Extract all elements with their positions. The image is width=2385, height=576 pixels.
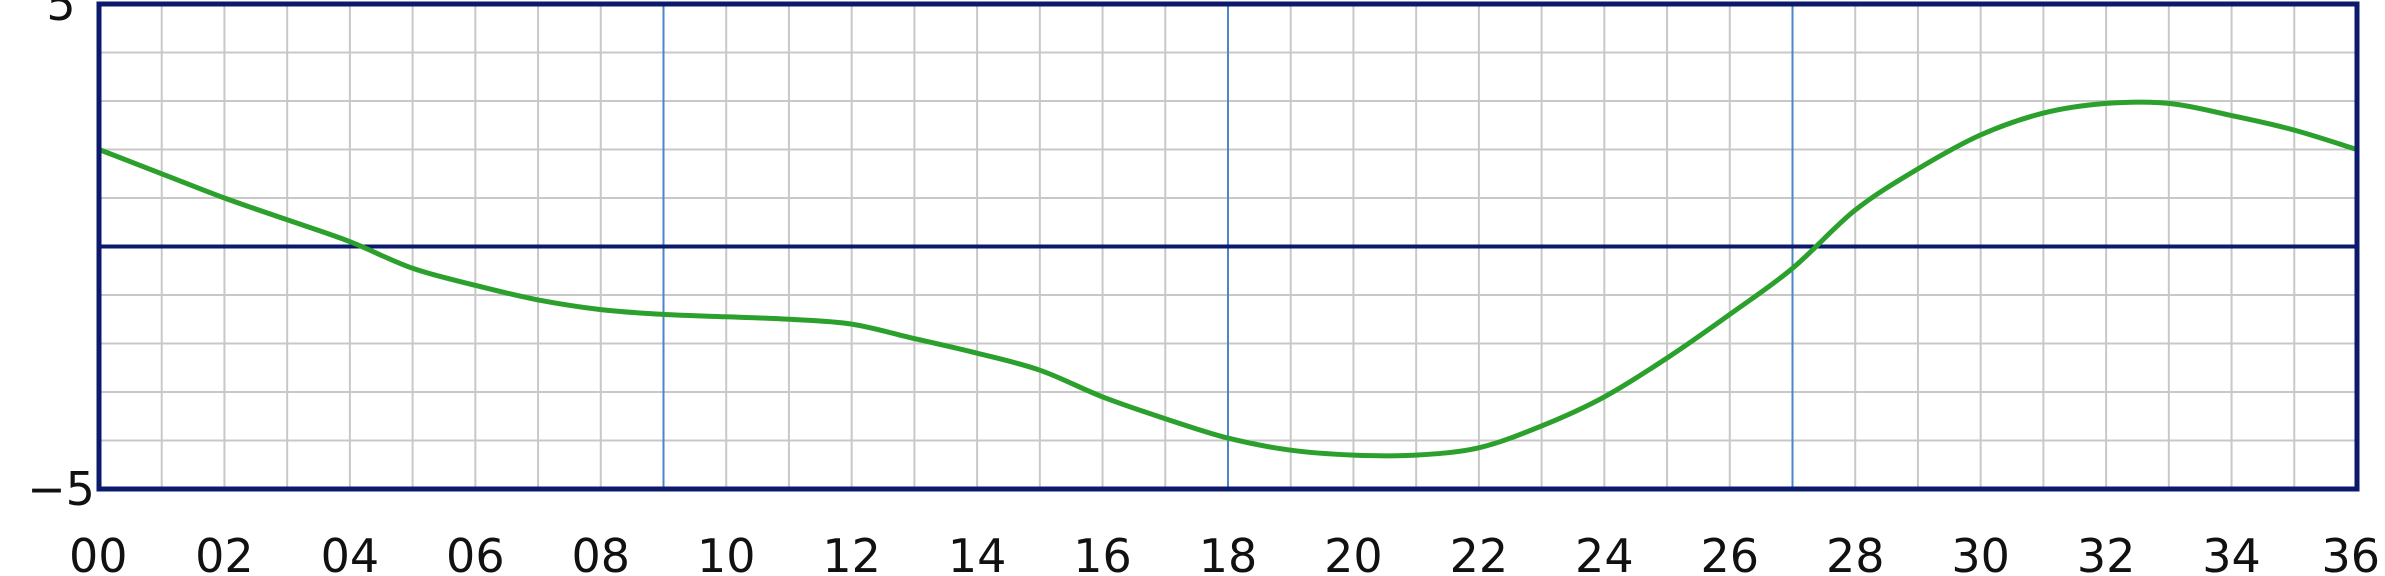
x-tick-label: 02 bbox=[195, 529, 254, 576]
x-tick-label: 06 bbox=[446, 529, 505, 576]
y-tick-labels: 5 −5 bbox=[27, 0, 95, 516]
x-tick-label: 04 bbox=[321, 529, 380, 576]
x-tick-label: 10 bbox=[697, 529, 756, 576]
x-tick-label: 22 bbox=[1450, 529, 1509, 576]
x-tick-label: 26 bbox=[1701, 529, 1760, 576]
x-tick-label: 20 bbox=[1324, 529, 1383, 576]
plot-frame bbox=[96, 1, 2360, 492]
x-tick-label: 34 bbox=[2202, 529, 2261, 576]
x-tick-label: 18 bbox=[1199, 529, 1258, 576]
x-tick-labels: 00 02 04 06 08 10 12 14 16 18 20 22 24 26 28 30 32 34 36 bbox=[69, 529, 2380, 576]
y-tick-label: 5 bbox=[46, 0, 75, 31]
x-tick-label: 16 bbox=[1073, 529, 1132, 576]
x-tick-label: 28 bbox=[1826, 529, 1885, 576]
y-tick-label: −5 bbox=[27, 462, 95, 516]
series-line-1 bbox=[96, 99, 2360, 459]
plot-frame-group bbox=[96, 1, 2360, 492]
x-tick-label: 30 bbox=[1951, 529, 2010, 576]
x-tick-label: 12 bbox=[822, 529, 881, 576]
x-tick-label: 32 bbox=[2077, 529, 2136, 576]
series-group bbox=[96, 99, 2360, 459]
x-tick-label: 00 bbox=[69, 529, 128, 576]
x-tick-label: 36 bbox=[2321, 529, 2380, 576]
x-tick-label: 08 bbox=[572, 529, 631, 576]
x-tick-label: 24 bbox=[1575, 529, 1634, 576]
x-tick-label: 14 bbox=[948, 529, 1007, 576]
